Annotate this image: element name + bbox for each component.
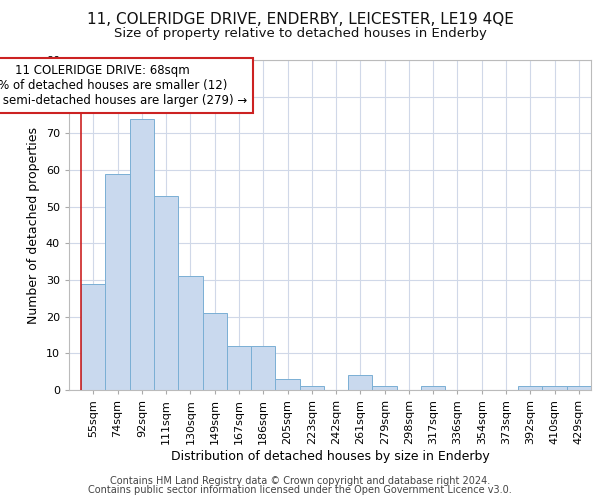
Bar	[106, 174, 130, 390]
Bar	[299, 386, 324, 390]
Bar	[227, 346, 251, 390]
Bar	[81, 284, 106, 390]
Bar	[178, 276, 203, 390]
Text: Contains public sector information licensed under the Open Government Licence v3: Contains public sector information licen…	[88, 485, 512, 495]
Bar	[251, 346, 275, 390]
Bar	[348, 376, 373, 390]
Bar	[203, 313, 227, 390]
Bar	[154, 196, 178, 390]
Bar	[421, 386, 445, 390]
Text: 11, COLERIDGE DRIVE, ENDERBY, LEICESTER, LE19 4QE: 11, COLERIDGE DRIVE, ENDERBY, LEICESTER,…	[86, 12, 514, 26]
Text: 11 COLERIDGE DRIVE: 68sqm
← 4% of detached houses are smaller (12)
96% of semi-d: 11 COLERIDGE DRIVE: 68sqm ← 4% of detach…	[0, 64, 247, 106]
Bar	[518, 386, 542, 390]
Bar	[373, 386, 397, 390]
Text: Contains HM Land Registry data © Crown copyright and database right 2024.: Contains HM Land Registry data © Crown c…	[110, 476, 490, 486]
Text: Size of property relative to detached houses in Enderby: Size of property relative to detached ho…	[113, 28, 487, 40]
X-axis label: Distribution of detached houses by size in Enderby: Distribution of detached houses by size …	[170, 450, 490, 462]
Bar	[275, 379, 299, 390]
Bar	[130, 118, 154, 390]
Y-axis label: Number of detached properties: Number of detached properties	[27, 126, 40, 324]
Bar	[542, 386, 567, 390]
Bar	[567, 386, 591, 390]
